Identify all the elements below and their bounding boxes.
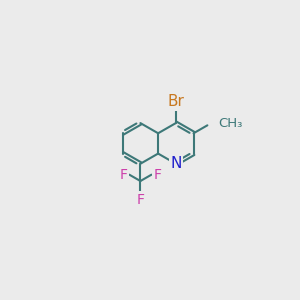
Text: N: N [170,156,182,171]
Text: F: F [136,193,144,206]
Text: F: F [153,168,161,182]
Text: Br: Br [167,94,184,109]
Text: CH₃: CH₃ [218,117,242,130]
Text: F: F [119,168,128,182]
